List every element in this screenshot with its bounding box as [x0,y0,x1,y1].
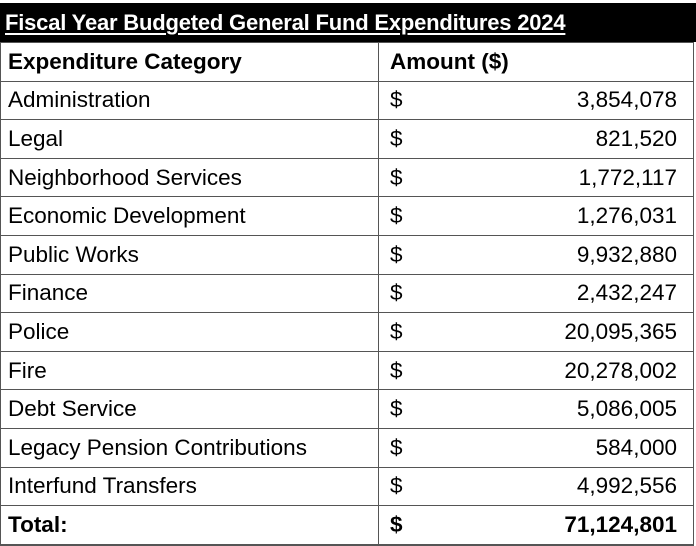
category-cell: Economic Development [0,196,379,236]
category-cell: Debt Service [0,389,379,429]
amount-value: 9,932,880 [576,241,677,267]
column-header-category: Expenditure Category [0,42,379,82]
table-row: Neighborhood Services $1,772,117 [0,157,694,198]
amount-cell: $9,932,880 [378,234,694,275]
currency-symbol: $ [390,434,403,460]
amount-value: 20,278,002 [564,357,677,383]
category-cell: Interfund Transfers [0,466,379,507]
currency-symbol: $ [390,511,403,537]
category-cell: Total: [0,505,379,546]
budget-table-container: Fiscal Year Budgeted General Fund Expend… [0,3,696,546]
table-row: Administration $3,854,078 [0,80,694,121]
table-row: Economic Development $1,276,031 [0,196,694,236]
amount-value: 20,095,365 [564,318,677,344]
currency-symbol: $ [390,396,403,422]
amount-cell: $1,772,117 [378,157,694,198]
column-header-amount: Amount ($) [378,42,694,82]
currency-symbol: $ [390,125,403,151]
currency-symbol: $ [390,318,403,344]
amount-value: 821,520 [595,125,677,151]
amount-value: 71,124,801 [564,511,677,537]
amount-cell: $3,854,078 [378,80,694,121]
table-row: Public Works $9,932,880 [0,234,694,275]
category-cell: Administration [0,80,379,121]
amount-cell: $2,432,247 [378,273,694,314]
amount-value: 3,854,078 [576,87,677,113]
currency-symbol: $ [390,357,403,383]
amount-cell: $20,095,365 [378,312,694,352]
amount-value: 584,000 [595,434,677,460]
amount-cell: $1,276,031 [378,196,694,236]
amount-value: 5,086,005 [576,396,677,422]
amount-value: 1,276,031 [576,203,677,229]
expenditure-table: Expenditure Category Amount ($) Administ… [0,42,694,546]
amount-cell: $5,086,005 [378,389,694,429]
currency-symbol: $ [390,241,403,267]
currency-symbol: $ [390,164,403,190]
total-row: Total: $71,124,801 [0,505,694,546]
category-cell: Finance [0,273,379,314]
amount-value: 1,772,117 [578,164,677,190]
category-cell: Public Works [0,234,379,275]
currency-symbol: $ [390,203,403,229]
header-row: Expenditure Category Amount ($) [0,42,694,82]
table-row: Interfund Transfers $4,992,556 [0,466,694,507]
table-row: Legal $821,520 [0,119,694,159]
table-row: Police $20,095,365 [0,312,694,352]
category-cell: Legacy Pension Contributions [0,427,379,468]
table-row: Debt Service $5,086,005 [0,389,694,429]
category-cell: Legal [0,119,379,159]
table-row: Finance $2,432,247 [0,273,694,314]
table-row: Legacy Pension Contributions $584,000 [0,427,694,468]
currency-symbol: $ [390,473,403,499]
amount-value: 4,992,556 [576,473,677,499]
amount-cell: $20,278,002 [378,350,694,391]
table-title: Fiscal Year Budgeted General Fund Expend… [0,3,696,42]
category-cell: Fire [0,350,379,391]
amount-cell: $71,124,801 [378,505,694,546]
currency-symbol: $ [390,280,403,306]
amount-cell: $821,520 [378,119,694,159]
currency-symbol: $ [390,87,403,113]
table-row: Fire $20,278,002 [0,350,694,391]
category-cell: Police [0,312,379,352]
amount-cell: $4,992,556 [378,466,694,507]
amount-value: 2,432,247 [576,280,677,306]
amount-cell: $584,000 [378,427,694,468]
category-cell: Neighborhood Services [0,157,379,198]
